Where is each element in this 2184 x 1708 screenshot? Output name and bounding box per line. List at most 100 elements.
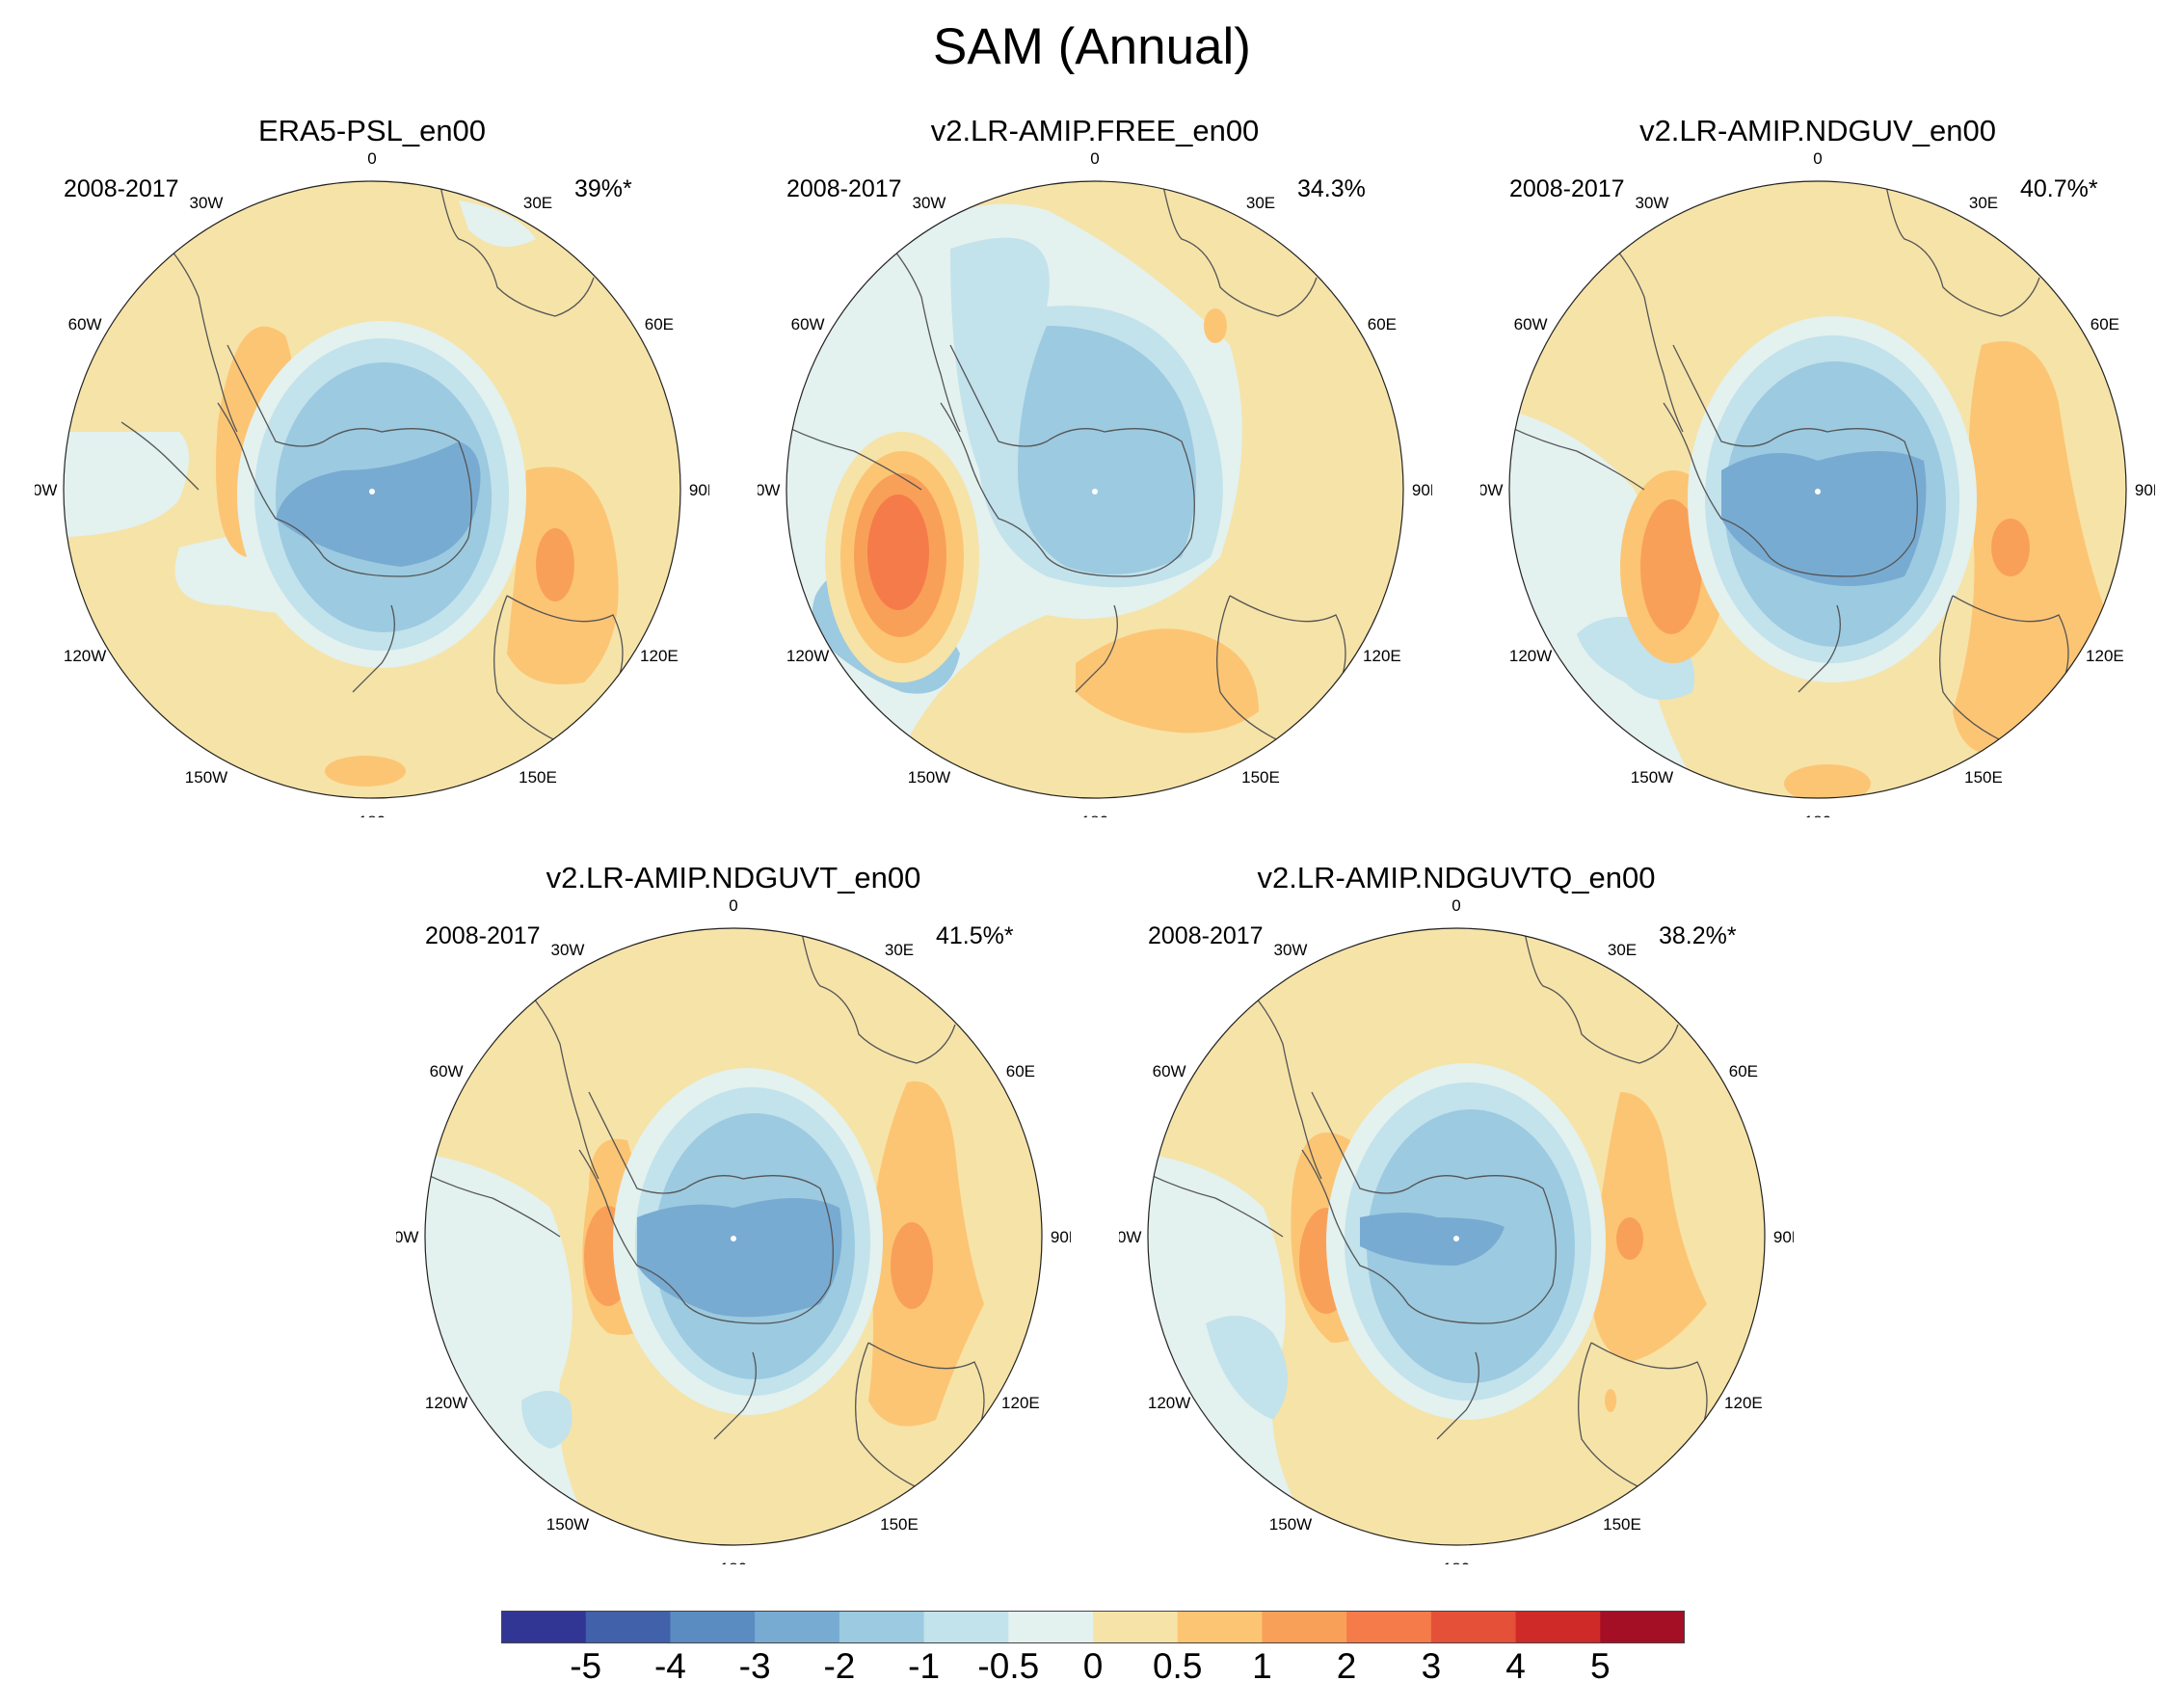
longitude-label: 30E — [1246, 194, 1275, 212]
map-boundary — [424, 927, 1043, 1546]
longitude-label: 150W — [185, 768, 227, 787]
colorbar-label: 5 — [1590, 1646, 1611, 1686]
panel-period: 2008-2017 — [1509, 175, 1625, 202]
longitude-label: 60E — [2091, 315, 2119, 334]
panel-period: 2008-2017 — [64, 175, 179, 202]
colorbar-swatch — [1093, 1611, 1179, 1643]
panel-period: 2008-2017 — [425, 922, 541, 949]
longitude-labels: 0 30E 60E 90E 120E 150E 180 150W 120W 90W 60W 30W — [1119, 899, 1794, 1564]
longitude-label: 90W — [35, 481, 57, 499]
longitude-label: 120W — [786, 647, 829, 665]
polar-map: 0 30E 60E 90E 120E 150E 180 150W 120W 90W 60W 30W — [35, 152, 709, 817]
colorbar-swatch — [1008, 1611, 1094, 1643]
longitude-label: 120E — [2086, 647, 2124, 665]
coastline — [1523, 928, 1679, 1064]
coastline — [1509, 344, 1918, 577]
polar-map: 0 30E 60E 90E 120E 150E 180 150W 120W 90W 60W 30W — [1119, 899, 1794, 1564]
colorbar-label: -0.5 — [977, 1646, 1040, 1686]
panel-title: v2.LR-AMIP.NDGUV_en00 — [1639, 114, 1996, 147]
longitude-label: 120E — [1363, 647, 1401, 665]
longitude-label: 150E — [880, 1515, 919, 1534]
contour-region — [1018, 326, 1196, 574]
longitude-label: 0 — [1452, 899, 1460, 915]
longitude-label: 60E — [1368, 315, 1397, 334]
longitude-label: 90E — [1773, 1228, 1794, 1246]
map-panel: ERA5-PSL_en00 2008-2017 39%* 0 30E 60E 90E 1… — [35, 114, 709, 817]
contour-region — [1640, 499, 1702, 634]
map-panel: v2.LR-AMIP.NDGUVTQ_en00 2008-2017 38.2%*… — [1119, 861, 1794, 1564]
colorbar-swatch — [755, 1611, 840, 1643]
coastline — [439, 181, 595, 317]
colorbar — [501, 1611, 1685, 1643]
panel-title: v2.LR-AMIP.NDGUVT_en00 — [546, 861, 921, 894]
longitude-label: 180 — [1804, 813, 1831, 817]
panel-variance: 34.3% — [1297, 175, 1366, 202]
colorbar-label: 0.5 — [1152, 1646, 1203, 1686]
south-pole-marker — [1453, 1236, 1459, 1241]
longitude-label: 150W — [1269, 1515, 1312, 1534]
longitude-labels: 0 30E 60E 90E 120E 150E 180 150W 120W 90W 60W 30W — [758, 152, 1432, 817]
longitude-label: 120E — [1001, 1394, 1040, 1412]
longitude-label: 120W — [1509, 647, 1552, 665]
longitude-label: 90E — [1051, 1228, 1071, 1246]
colorbar-label: 4 — [1505, 1646, 1526, 1686]
longitude-label: 120W — [425, 1394, 467, 1412]
longitude-label: 60E — [1729, 1062, 1758, 1081]
longitude-label: 30W — [551, 941, 585, 959]
colorbar-swatch — [501, 1611, 587, 1643]
longitude-label: 60W — [1153, 1062, 1186, 1081]
coastline — [800, 928, 956, 1064]
longitude-label: 90W — [1119, 1228, 1141, 1246]
longitude-labels: 0 30E 60E 90E 120E 150E 180 150W 120W 90W 60W 30W — [1480, 152, 2155, 817]
figure-title: SAM (Annual) — [933, 18, 1251, 75]
colorbar-label: 2 — [1336, 1646, 1357, 1686]
longitude-label: 150E — [1603, 1515, 1641, 1534]
longitude-label: 90E — [2135, 481, 2155, 499]
longitude-labels: 0 30E 60E 90E 120E 150E 180 150W 120W 90W 60W 30W — [35, 152, 709, 817]
longitude-label: 30W — [1636, 194, 1669, 212]
longitude-label: 60W — [68, 315, 102, 334]
panel-period: 2008-2017 — [786, 175, 902, 202]
contour-region — [459, 200, 536, 247]
colorbar-swatch — [1346, 1611, 1432, 1643]
colorbar-swatch — [839, 1611, 925, 1643]
longitude-label: 150E — [1241, 768, 1280, 787]
longitude-label: 120W — [1148, 1394, 1190, 1412]
longitude-label: 90W — [758, 481, 780, 499]
colorbar-swatch — [1515, 1611, 1601, 1643]
map-boundary — [63, 180, 681, 799]
south-pole-marker — [369, 489, 375, 494]
longitude-label: 120W — [64, 647, 106, 665]
contour-region — [276, 441, 481, 567]
contour-region — [1784, 764, 1871, 798]
longitude-label: 30E — [523, 194, 552, 212]
contour-region — [1206, 1316, 1288, 1420]
longitude-label: 90W — [396, 1228, 418, 1246]
polar-map: 0 30E 60E 90E 120E 150E 180 150W 120W 90W 60W 30W — [758, 152, 1432, 817]
panel-title: v2.LR-AMIP.NDGUVTQ_en00 — [1257, 861, 1656, 894]
longitude-label: 30E — [1608, 941, 1637, 959]
colorbar-swatch — [670, 1611, 756, 1643]
longitude-label: 60W — [430, 1062, 464, 1081]
contour-region — [1360, 1213, 1505, 1266]
contour-region — [1591, 1092, 1707, 1362]
map-panel: v2.LR-AMIP.NDGUV_en00 2008-2017 40.7%* 0… — [1480, 114, 2155, 817]
longitude-label: 90E — [1412, 481, 1432, 499]
map-boundary — [1147, 927, 1766, 1546]
colorbar-swatch — [1262, 1611, 1347, 1643]
contour-region — [1204, 308, 1227, 343]
colorbar-label: 3 — [1421, 1646, 1442, 1686]
longitude-label: 60E — [645, 315, 674, 334]
coastline — [120, 344, 472, 577]
colorbar-swatch — [1430, 1611, 1517, 1643]
contour-region — [1605, 1389, 1616, 1412]
longitude-label: 60E — [1006, 1062, 1035, 1081]
polar-map: 0 30E 60E 90E 120E 150E 180 150W 120W 90W 60W 30W — [1480, 152, 2155, 817]
map-boundary — [1508, 180, 2127, 799]
panel-title: ERA5-PSL_en00 — [257, 114, 487, 147]
polar-map: 0 30E 60E 90E 120E 150E 180 150W 120W 90W 60W 30W — [396, 899, 1071, 1564]
longitude-label: 30W — [1274, 941, 1308, 959]
colorbar-label: -1 — [908, 1646, 941, 1686]
colorbar-swatch — [1177, 1611, 1263, 1643]
coastline — [425, 1091, 834, 1324]
